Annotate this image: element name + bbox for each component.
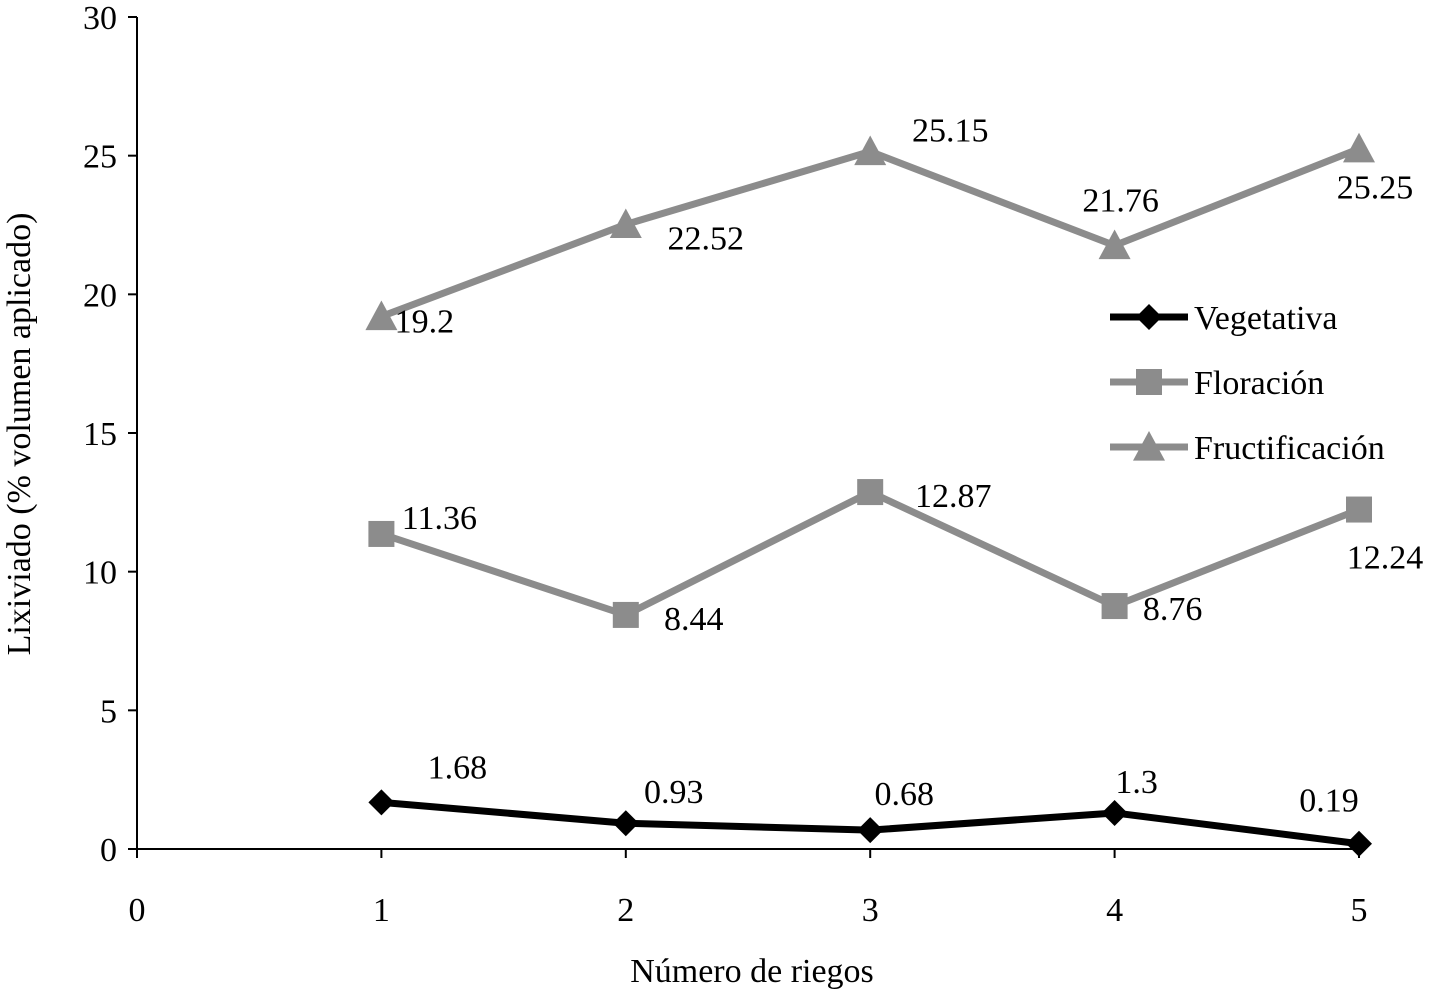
y-tick-label: 10 xyxy=(83,555,117,592)
data-point xyxy=(612,810,639,837)
data-point xyxy=(1343,132,1375,163)
series-layer xyxy=(365,132,1375,857)
data-label: 1.3 xyxy=(1115,764,1158,801)
series-fructificación xyxy=(365,132,1375,331)
data-label: 0.68 xyxy=(874,776,934,813)
x-tick-label: 5 xyxy=(1351,892,1368,929)
series-vegetativa xyxy=(368,789,1372,857)
x-tick-label: 1 xyxy=(373,892,390,929)
data-point xyxy=(365,300,398,331)
series-floración xyxy=(368,479,1372,628)
x-tick-label: 4 xyxy=(1106,892,1123,929)
legend-item: Fructificación xyxy=(1110,430,1385,467)
data-point xyxy=(1101,593,1128,620)
data-point xyxy=(1346,830,1372,857)
legend: Vegetativa Floración Fructificación xyxy=(1110,300,1385,467)
series-line xyxy=(380,488,1361,619)
data-label: 1.68 xyxy=(428,749,488,786)
legend-label: Floración xyxy=(1194,365,1324,402)
legend-marker xyxy=(1133,431,1165,461)
y-tick-label: 30 xyxy=(83,0,117,37)
x-tick-label: 2 xyxy=(617,892,634,929)
data-label: 8.76 xyxy=(1143,591,1203,628)
x-tick-label: 0 xyxy=(129,892,146,929)
data-labels: 1.68 0.93 0.68 1.3 0.19 11.36 8.44 12.87 8.76 12.… xyxy=(395,113,1424,820)
data-label: 11.36 xyxy=(402,500,477,537)
data-label: 22.52 xyxy=(668,220,745,257)
legend-item: Vegetativa xyxy=(1110,300,1338,337)
data-label: 25.15 xyxy=(912,113,989,150)
data-label: 21.76 xyxy=(1082,183,1159,220)
data-point xyxy=(368,520,395,547)
series-line xyxy=(380,145,1361,320)
data-label: 25.25 xyxy=(1337,170,1414,207)
data-point xyxy=(612,601,639,628)
axes: 0 5 10 15 20 25 30 0 1 2 3 4 5 xyxy=(83,0,1368,929)
legend-marker xyxy=(1136,369,1162,395)
data-label: 12.24 xyxy=(1347,540,1424,577)
data-label: 12.87 xyxy=(915,478,992,515)
data-label: 8.44 xyxy=(664,601,724,638)
y-tick-label: 20 xyxy=(83,277,117,314)
x-axis-title: Número de riegos xyxy=(630,953,874,990)
legend-label: Vegetativa xyxy=(1194,300,1338,337)
data-point xyxy=(1346,496,1372,523)
legend-marker xyxy=(1136,304,1162,330)
data-point xyxy=(368,789,395,816)
y-tick-label: 25 xyxy=(83,139,117,176)
y-tick-label: 0 xyxy=(100,832,117,869)
legend-item: Floración xyxy=(1110,365,1324,402)
data-label: 0.19 xyxy=(1299,783,1359,820)
x-tick-label: 3 xyxy=(862,892,879,929)
y-axis-title: Lixiviado (% volumen aplicado) xyxy=(1,213,38,656)
y-tick-label: 5 xyxy=(100,693,117,730)
data-point xyxy=(854,135,887,166)
y-tick-label: 15 xyxy=(83,416,117,453)
data-point xyxy=(1101,799,1128,826)
data-label: 19.2 xyxy=(395,304,455,341)
data-label: 0.93 xyxy=(644,774,704,811)
data-point xyxy=(857,479,884,506)
data-point xyxy=(609,208,642,239)
legend-label: Fructificación xyxy=(1194,430,1385,467)
data-point xyxy=(857,817,884,844)
data-point xyxy=(1098,229,1131,260)
